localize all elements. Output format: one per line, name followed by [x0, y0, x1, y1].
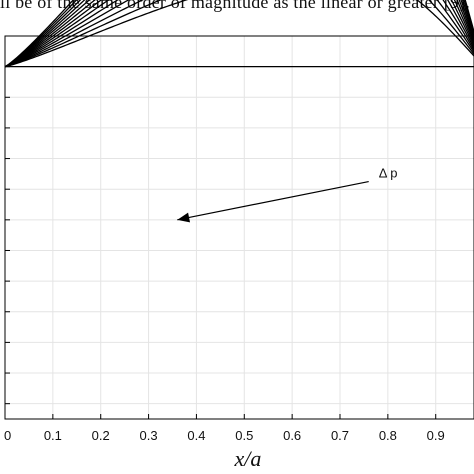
series-line-4 — [4, 0, 474, 68]
delta-p-label: Δ p — [379, 166, 398, 181]
series-line-8 — [4, 0, 474, 68]
x-tick-label: 0.7 — [331, 428, 349, 443]
series-line-9 — [4, 0, 474, 68]
plot-frame — [4, 35, 474, 420]
series-line-10 — [4, 0, 474, 68]
annotation-group: Δ p — [177, 166, 398, 223]
x-tick-label: 0.5 — [235, 428, 253, 443]
series-group — [4, 0, 474, 68]
series-line-6 — [4, 0, 474, 68]
delta-p-arrowhead — [177, 212, 191, 223]
series-line-1 — [4, 0, 474, 68]
series-line-2 — [4, 0, 474, 68]
x-tick-label: 0.6 — [283, 428, 301, 443]
x-tick-label: 0.1 — [44, 428, 62, 443]
x-axis-ticks: 0 0.1 0.2 0.3 0.4 0.5 0.6 0.7 0.8 0.9 — [4, 414, 445, 443]
x-tick-label: 0.2 — [92, 428, 110, 443]
series-line-5 — [4, 0, 474, 68]
x-tick-label: 0.9 — [427, 428, 445, 443]
x-tick-label: 0.8 — [379, 428, 397, 443]
x-tick-label: 0 — [4, 428, 11, 443]
series-line-3 — [4, 0, 474, 68]
x-tick-label: 0.3 — [140, 428, 158, 443]
y-axis-ticks — [5, 35, 10, 405]
series-line-7 — [4, 0, 474, 68]
delta-p-arrow — [177, 180, 369, 221]
x-tick-label: 0.4 — [187, 428, 205, 443]
grid-lines — [5, 36, 474, 419]
caption-fragment: ll be of the same order of magnitude as … — [0, 0, 471, 12]
x-axis-label: x/a — [234, 446, 262, 471]
